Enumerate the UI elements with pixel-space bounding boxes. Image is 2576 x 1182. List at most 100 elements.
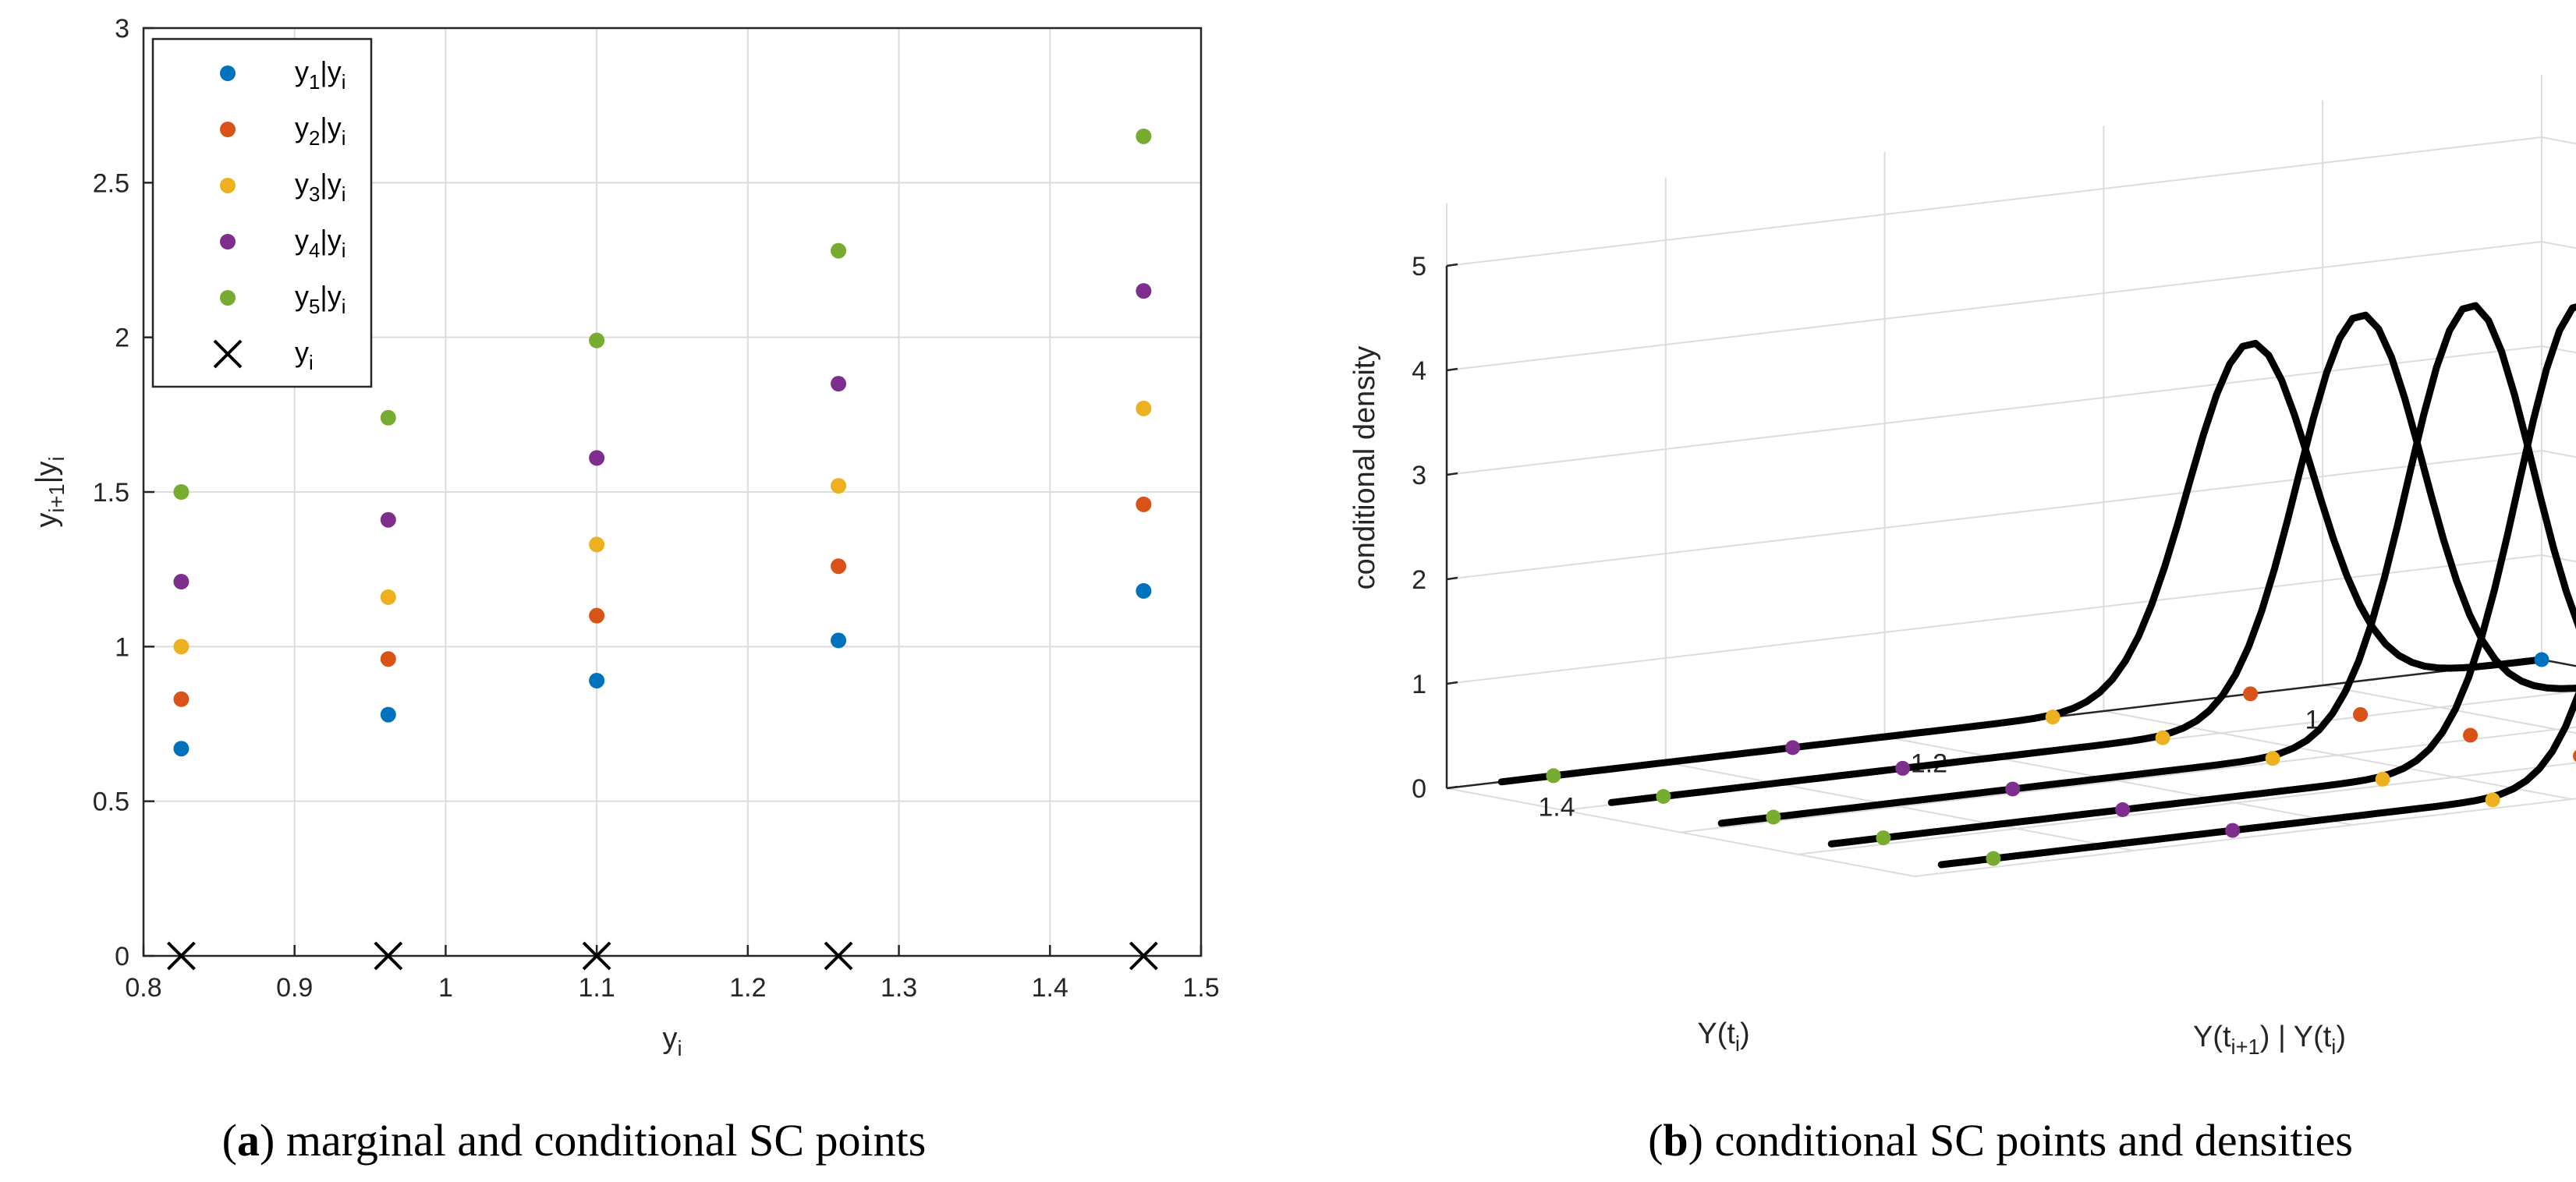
point-series-1 (1136, 582, 1152, 599)
x-tick-label: 0.9 (276, 973, 313, 1003)
legend-label: y3|yi (295, 168, 346, 206)
y-tick-label: 2 (115, 324, 129, 353)
x-tick-label: 0.8 (125, 973, 161, 1003)
point-series-2 (380, 651, 396, 667)
point-series-2 (1136, 496, 1152, 512)
z-gridline (1446, 241, 2542, 371)
floor-point-series-3 (2375, 771, 2390, 787)
point-series-4 (589, 450, 605, 466)
point-series-5 (380, 409, 396, 426)
floor-point-series-3 (2485, 792, 2500, 808)
floor-point-series-5 (1766, 809, 1781, 825)
floor-point-series-4 (2225, 823, 2241, 838)
z-tick-label: 4 (1412, 356, 1426, 386)
floor-point-series-3 (2155, 730, 2170, 745)
point-series-5 (589, 332, 605, 349)
density-curve (1827, 303, 2576, 848)
point-series-4 (380, 511, 396, 528)
density-curve (1937, 690, 2576, 869)
x-tick-label: 1.4 (1032, 973, 1068, 1003)
legend-label: y2|yi (295, 111, 346, 150)
point-series-1 (380, 706, 396, 723)
x-axis-label: Y(ti+1) | Y(ti) (2193, 1021, 2346, 1059)
y-tick-label: 1 (2305, 705, 2319, 734)
legend-marker (220, 178, 236, 193)
point-series-2 (589, 607, 605, 624)
legend-marker (213, 339, 243, 369)
marker-yi (582, 941, 611, 971)
floor-gridline (1914, 798, 2576, 877)
floor-point-series-2 (2243, 686, 2259, 702)
z-tick-label: 3 (1412, 461, 1426, 490)
floor-point-series-4 (2115, 802, 2131, 818)
z-axis-label: conditional density (1348, 346, 1381, 590)
z-gridline (2541, 136, 2576, 145)
z-gridline (1446, 345, 2542, 476)
density-curve (1497, 339, 2546, 786)
floor-point-series-2 (2463, 727, 2479, 743)
point-series-5 (1136, 128, 1152, 144)
z-gridline (1446, 450, 2542, 580)
point-series-5 (831, 242, 847, 259)
y-tick-label: 1.4 (1538, 793, 1575, 823)
z-tick (1446, 681, 1458, 685)
caption-a: (a) marginal and conditional SC points (222, 1115, 927, 1166)
x-tick-label: 1.5 (1182, 973, 1219, 1003)
x-tick-label: 1.2 (729, 973, 766, 1003)
floor-point-series-5 (1656, 788, 1671, 804)
point-series-1 (589, 672, 605, 688)
z-tick (1446, 263, 1458, 267)
floor-point-series-5 (1546, 768, 1561, 784)
point-series-3 (589, 536, 605, 553)
floor-point-series-3 (2265, 751, 2280, 766)
point-series-4 (173, 574, 190, 590)
floor-point-series-3 (2045, 710, 2060, 725)
legend: y1|yi y2|yi y3|yi y4|yi y5|yi yi (151, 37, 373, 388)
y-axis-label: yi+1|yi (30, 456, 69, 527)
floor-point-series-4 (2005, 781, 2021, 797)
legend-label: y5|yi (295, 280, 346, 318)
caption-b: (b) conditional SC points and densities (1648, 1115, 2353, 1166)
floor-point-series-2 (2353, 706, 2369, 722)
marker-yi (167, 941, 196, 971)
x-axis-label: yi (662, 1022, 682, 1060)
z-tick (1446, 785, 1458, 790)
point-series-4 (831, 376, 847, 392)
density-curve (1717, 302, 2576, 827)
legend-label: yi (295, 336, 314, 374)
z-tick-label: 5 (1412, 252, 1426, 281)
y-tick-label: 1.5 (93, 478, 129, 508)
floor-point-series-2 (2573, 749, 2576, 763)
z-gridline (1446, 554, 2542, 685)
x-tick-label: 1 (438, 973, 453, 1003)
marker-yi (824, 941, 853, 971)
x-tick-label: 1.3 (881, 973, 917, 1003)
legend-marker (220, 122, 236, 137)
y-tick-label: 1 (115, 632, 129, 662)
point-series-1 (831, 632, 847, 649)
legend-marker (220, 234, 236, 249)
z-gridline (1446, 136, 2542, 267)
marker-yi (374, 941, 403, 971)
legend-label: y4|yi (295, 224, 346, 262)
floor-point-series-5 (1986, 851, 2001, 866)
point-series-1 (173, 741, 190, 757)
y-tick-label: 0.5 (93, 787, 129, 817)
y-axis-label: Y(ti) (1697, 1017, 1749, 1056)
z-tick (1446, 576, 1458, 581)
floor-point-series-4 (1895, 760, 1911, 776)
point-series-2 (831, 558, 847, 575)
marker-yi (1129, 941, 1158, 971)
y-tick-label: 2.5 (93, 168, 129, 198)
point-series-3 (380, 589, 396, 605)
y-tick-label: 0 (115, 942, 129, 971)
point-series-3 (831, 478, 847, 494)
legend-marker (220, 290, 236, 306)
point-series-3 (173, 639, 190, 655)
floor-point-series-1 (2534, 652, 2549, 667)
floor-gridline (1797, 762, 2576, 855)
panel-a: 0.8 0.9 1 1.1 1.2 1.3 1.4 1.5 0 0.5 1 1.5 2 2.5 3 yi yi+… (30, 14, 1220, 1060)
z-tick (1446, 472, 1458, 476)
point-series-5 (173, 484, 190, 500)
